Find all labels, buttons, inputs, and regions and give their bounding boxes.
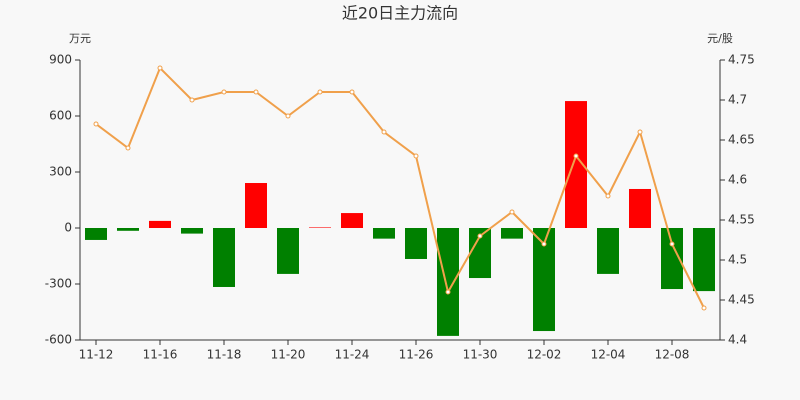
bar	[277, 228, 299, 274]
price-point	[509, 209, 515, 215]
y2-tick-label: 4.65	[728, 133, 755, 147]
bar	[437, 228, 459, 336]
price-point	[541, 241, 547, 247]
bar	[245, 183, 267, 228]
x-tick-label: 11-12	[79, 348, 114, 362]
y2-axis-label: 元/股	[707, 32, 733, 45]
bar	[405, 228, 427, 259]
price-point	[381, 129, 387, 135]
y-tick-label: 600	[49, 109, 72, 123]
price-point	[605, 193, 611, 199]
x-tick-label: 11-20	[271, 348, 306, 362]
x-tick-label: 11-16	[143, 348, 178, 362]
y2-tick-label: 4.7	[728, 93, 747, 107]
price-line	[95, 66, 705, 309]
bar	[533, 228, 555, 332]
x-tick-label: 12-04	[591, 348, 626, 362]
bar	[149, 220, 171, 228]
bar	[629, 188, 651, 228]
price-point	[445, 289, 451, 295]
y-tick-label: 300	[49, 165, 72, 179]
x-tick-label: 12-08	[655, 348, 690, 362]
chart-title: 近20日主力流向	[342, 4, 458, 23]
y-tick-label: -300	[45, 277, 72, 291]
bar	[565, 101, 587, 228]
y2-tick-label: 4.75	[728, 53, 755, 67]
bar	[181, 228, 203, 234]
bar	[501, 228, 523, 239]
y2-tick-label: 4.5	[728, 253, 747, 267]
x-tick-label: 11-30	[463, 348, 498, 362]
price-point	[573, 153, 579, 159]
price-point	[701, 305, 707, 311]
price-point	[157, 65, 163, 71]
price-point	[125, 145, 131, 151]
bar	[661, 228, 683, 290]
y2-tick-label: 4.4	[728, 333, 747, 347]
price-point	[637, 129, 643, 135]
bar	[85, 228, 107, 240]
x-tick-label: 11-26	[399, 348, 434, 362]
price-point	[285, 113, 291, 119]
y2-tick-label: 4.55	[728, 213, 755, 227]
price-point	[349, 89, 355, 95]
bar	[309, 227, 331, 228]
y2-tick-label: 4.45	[728, 293, 755, 307]
x-tick-label: 11-18	[207, 348, 242, 362]
bar	[693, 228, 715, 292]
x-tick-label: 12-02	[527, 348, 562, 362]
bar	[117, 228, 139, 231]
bar	[469, 228, 491, 279]
price-point	[317, 89, 323, 95]
bar	[341, 213, 363, 228]
price-point	[189, 97, 195, 103]
y-tick-label: 900	[49, 53, 72, 67]
y2-tick-label: 4.6	[728, 173, 747, 187]
y-tick-label: 0	[64, 221, 72, 235]
price-point	[413, 153, 419, 159]
y-axis-label: 万元	[69, 32, 91, 45]
price-point	[669, 241, 675, 247]
y-tick-label: -600	[45, 333, 72, 347]
bar	[373, 228, 395, 239]
bar	[597, 228, 619, 274]
price-point	[93, 121, 99, 127]
x-tick-label: 11-24	[335, 348, 370, 362]
price-point	[221, 89, 227, 95]
bar	[213, 228, 235, 287]
price-point	[477, 233, 483, 239]
price-point	[253, 89, 259, 95]
